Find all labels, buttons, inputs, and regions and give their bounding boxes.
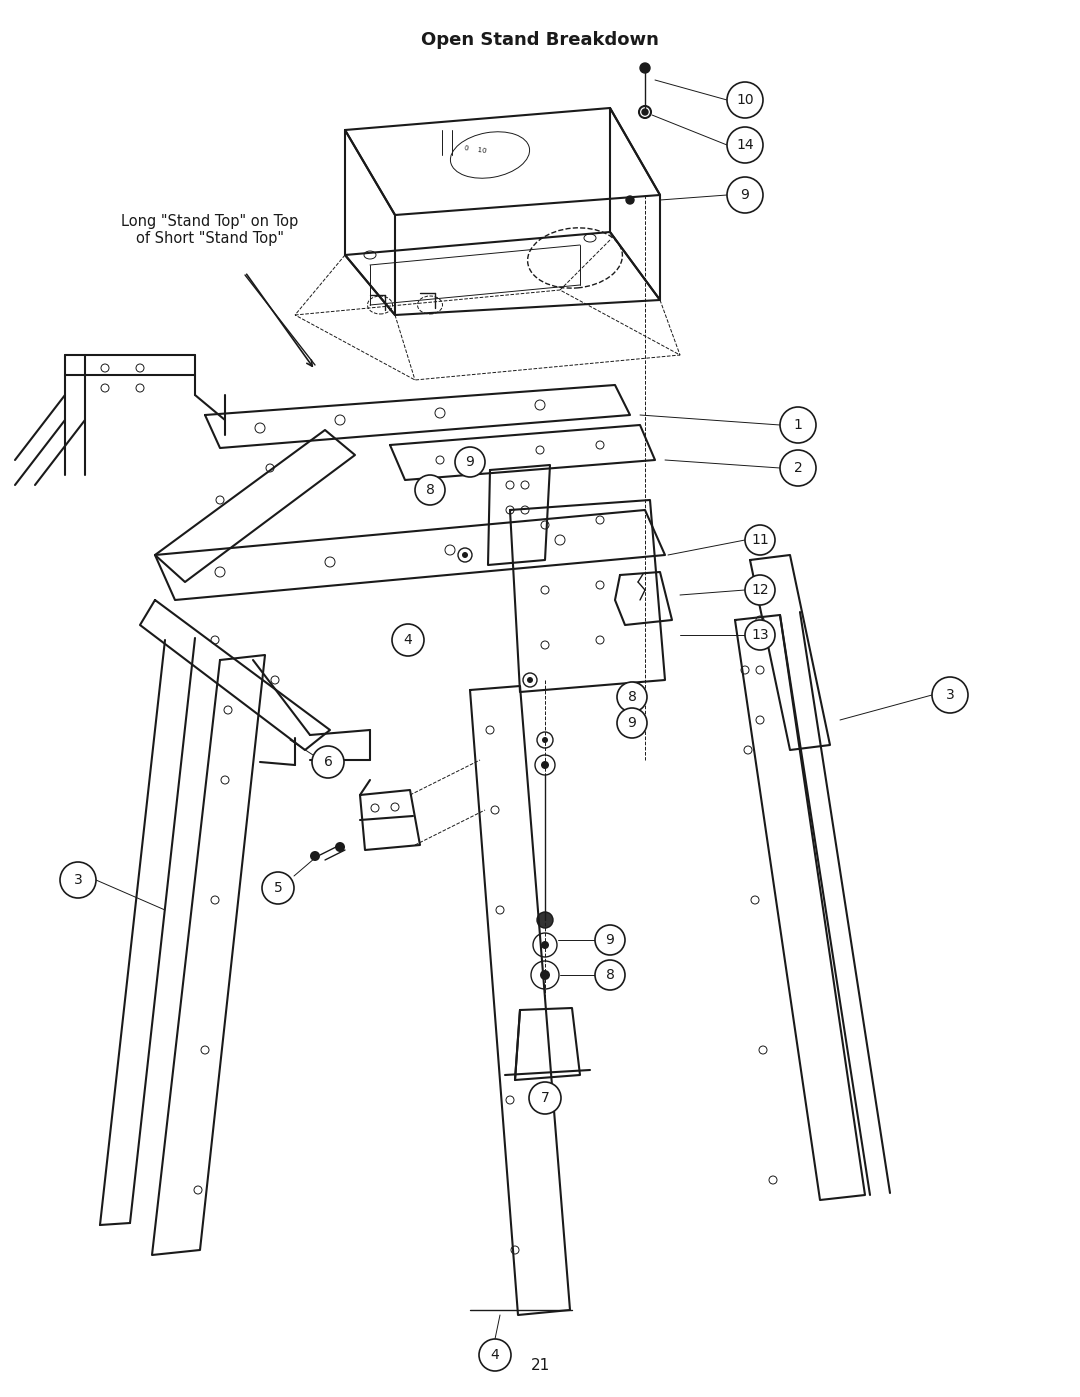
Circle shape [780,450,816,486]
Circle shape [542,738,548,743]
Text: 9: 9 [465,455,474,469]
Text: 5: 5 [273,882,282,895]
Text: 6: 6 [324,754,333,768]
Circle shape [745,576,775,605]
Circle shape [312,746,345,778]
Circle shape [727,177,762,212]
Text: 21: 21 [530,1358,550,1372]
Circle shape [595,960,625,990]
Text: 3: 3 [946,687,955,703]
Circle shape [727,127,762,163]
Circle shape [415,475,445,504]
Circle shape [310,851,320,861]
Circle shape [60,862,96,898]
Circle shape [727,82,762,117]
Text: 8: 8 [426,483,434,497]
Text: 7: 7 [541,1091,550,1105]
Text: 1: 1 [794,418,802,432]
Circle shape [537,912,553,928]
Circle shape [626,196,634,204]
Text: 2: 2 [794,461,802,475]
Circle shape [262,872,294,904]
Text: 9: 9 [606,933,615,947]
Text: Long "Stand Top" on Top
of Short "Stand Top": Long "Stand Top" on Top of Short "Stand … [121,214,299,246]
Circle shape [455,447,485,476]
Circle shape [932,678,968,712]
Text: 14: 14 [737,138,754,152]
Circle shape [640,63,650,73]
Circle shape [745,525,775,555]
Circle shape [595,925,625,956]
Circle shape [780,407,816,443]
Circle shape [541,942,549,949]
Text: 11: 11 [751,534,769,548]
Text: 4: 4 [490,1348,499,1362]
Circle shape [462,552,468,557]
Circle shape [617,682,647,712]
Circle shape [335,842,345,852]
Circle shape [540,970,550,981]
Circle shape [642,109,648,115]
Text: 8: 8 [606,968,615,982]
Circle shape [745,620,775,650]
Circle shape [480,1338,511,1370]
Text: 10: 10 [737,94,754,108]
Text: 4: 4 [404,633,413,647]
Circle shape [529,1083,561,1113]
Circle shape [617,708,647,738]
Text: 8: 8 [627,690,636,704]
Text: Open Stand Breakdown: Open Stand Breakdown [421,31,659,49]
Text: 9: 9 [627,717,636,731]
Text: 3: 3 [73,873,82,887]
Text: 13: 13 [752,629,769,643]
Text: 12: 12 [752,583,769,597]
Circle shape [527,678,534,683]
Text: 9: 9 [741,189,750,203]
Text: 0    10: 0 10 [463,145,487,155]
Circle shape [541,761,549,768]
Circle shape [392,624,424,657]
